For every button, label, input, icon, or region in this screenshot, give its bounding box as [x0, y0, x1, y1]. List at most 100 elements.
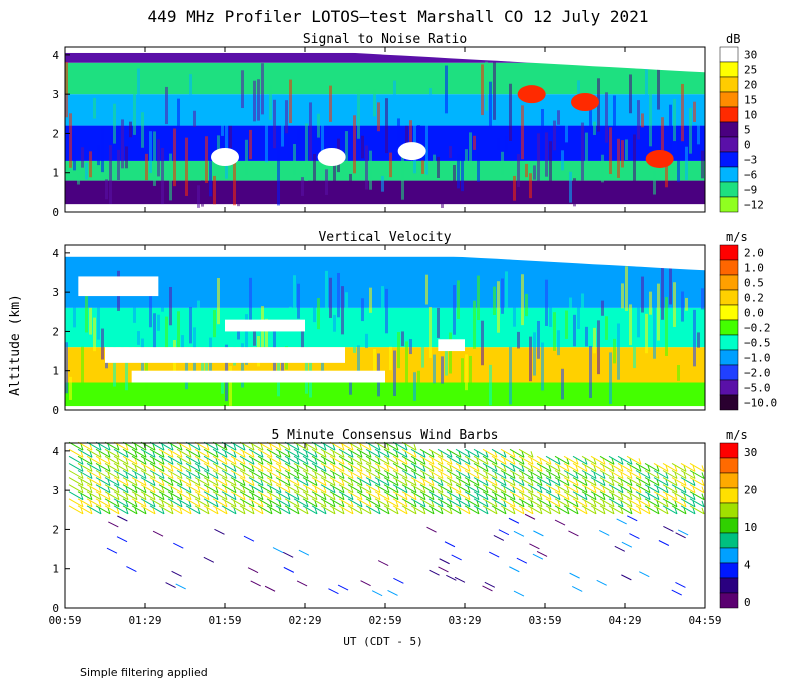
wind-barb	[491, 470, 507, 479]
field-streak	[405, 125, 408, 151]
wind-barb-feather	[143, 493, 147, 500]
wind-barb	[185, 441, 201, 451]
wind-barb	[446, 505, 462, 515]
wind-barb-feather	[548, 507, 552, 515]
wind-barb-feather	[314, 472, 318, 479]
wind-barb	[95, 462, 111, 472]
colorbar-label: −6	[744, 169, 757, 182]
field-streak	[529, 173, 532, 199]
wind-barb	[140, 498, 156, 508]
wind-barb	[533, 530, 544, 537]
wind-barb-feather	[152, 500, 156, 507]
wind-barb	[383, 484, 399, 494]
wind-barb	[639, 571, 650, 578]
wind-barb-feather	[197, 486, 201, 493]
field-streak	[293, 275, 296, 333]
wind-barb	[473, 462, 489, 472]
wind-barb	[175, 583, 186, 590]
field-streak	[509, 83, 512, 141]
wind-barb	[203, 477, 219, 487]
wind-barb	[257, 455, 273, 465]
wind-barb-feather	[80, 458, 84, 465]
wind-barb-feather	[701, 507, 705, 515]
field-streak	[281, 118, 284, 147]
wind-barb	[86, 470, 102, 479]
colorbar-label: −10.0	[744, 397, 777, 410]
wind-barb-feather	[521, 472, 525, 479]
wind-barb	[104, 470, 120, 479]
wind-barb	[203, 455, 219, 465]
field-streak	[265, 119, 268, 163]
field-streak	[173, 128, 176, 187]
wind-barb-feather	[620, 486, 624, 493]
wind-barb-feather	[242, 479, 246, 486]
wind-barb	[203, 484, 219, 494]
wind-barb-feather	[80, 472, 84, 479]
wind-barb	[500, 470, 516, 479]
wind-barb	[608, 455, 624, 465]
wind-barb-feather	[107, 500, 111, 507]
wind-barb-feather	[575, 472, 579, 479]
wind-barb-feather	[152, 444, 156, 451]
wind-barb	[590, 498, 606, 508]
wind-barb-feather	[674, 500, 678, 507]
wind-barb	[95, 484, 111, 494]
wind-barb-feather	[458, 458, 462, 465]
wind-barb	[337, 584, 349, 591]
wind-barb-feather	[377, 479, 381, 486]
field-streak	[113, 340, 116, 387]
patch-5	[397, 142, 426, 161]
field-streak	[581, 122, 584, 181]
field-streak	[181, 104, 184, 125]
wind-barb-feather	[125, 458, 129, 465]
wind-barb	[454, 576, 466, 583]
wind-barb	[77, 491, 93, 501]
wind-barb	[239, 491, 255, 501]
wind-barb-feather	[431, 451, 435, 458]
field-streak	[217, 278, 220, 325]
wind-barb	[392, 498, 408, 508]
wind-barb	[392, 491, 408, 501]
wind-barb	[644, 462, 660, 472]
wind-barb-feather	[530, 507, 534, 515]
wind-barb	[311, 498, 327, 508]
wind-barb-feather	[539, 479, 543, 486]
wind-barb	[617, 455, 633, 465]
wind-barb	[338, 462, 354, 472]
panel-title: Vertical Velocity	[318, 230, 451, 245]
wind-barb-feather	[485, 493, 489, 500]
wind-barb	[518, 462, 534, 472]
wind-barb-feather	[332, 458, 336, 465]
wind-barb	[446, 498, 462, 508]
wind-barb	[536, 455, 552, 465]
wind-barb	[410, 477, 426, 487]
field-streak	[649, 89, 652, 147]
wind-barb	[257, 470, 273, 479]
field-streak	[181, 335, 184, 348]
field-streak	[141, 112, 144, 148]
wind-barb	[356, 477, 372, 487]
field-streak	[697, 120, 700, 145]
wind-barb-feather	[368, 493, 372, 500]
wind-barb	[140, 491, 156, 501]
colorbar-label: −3	[744, 154, 757, 167]
colorbar-swatch	[719, 76, 739, 93]
y-tick-label: 3	[52, 88, 59, 101]
wind-barb-feather	[656, 493, 660, 500]
gap-3	[131, 370, 385, 383]
field-streak	[385, 288, 388, 334]
wind-barb	[437, 484, 453, 494]
wind-barb-feather	[584, 507, 588, 515]
wind-barb-feather	[458, 507, 462, 515]
wind-barb-feather	[467, 472, 471, 479]
wind-barb	[629, 533, 640, 540]
wind-barb	[635, 462, 651, 472]
wind-barb	[302, 477, 318, 487]
wind-barb	[149, 470, 165, 479]
field-streak	[429, 307, 432, 358]
wind-barb	[516, 557, 528, 564]
wind-barb	[365, 498, 381, 508]
field-streak	[357, 345, 360, 377]
field-streak	[477, 275, 480, 321]
wind-barb-feather	[215, 444, 219, 451]
